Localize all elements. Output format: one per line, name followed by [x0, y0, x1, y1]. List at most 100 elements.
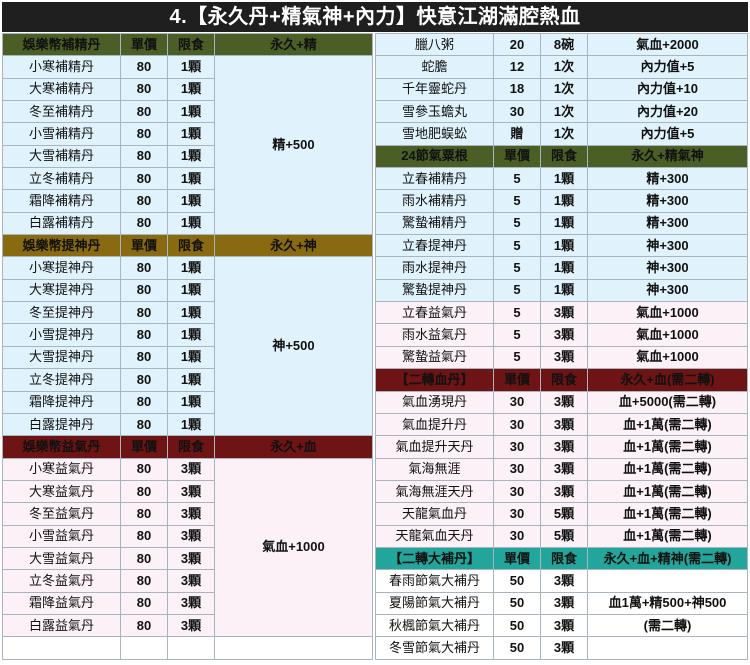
item-price: 80: [120, 479, 168, 504]
item-limit: 3顆: [167, 524, 215, 548]
item-price: 80: [120, 256, 168, 280]
item-limit: 1顆: [167, 412, 215, 437]
item-limit: 1顆: [167, 55, 215, 79]
item-price: 50: [493, 636, 541, 660]
item-name: 臘八粥: [375, 32, 494, 57]
item-name: 大寒提神丹: [2, 278, 121, 303]
item-price: 5: [493, 256, 541, 280]
shen-effect: 神+500: [214, 256, 373, 437]
item-name: 小寒益氣丹: [2, 457, 121, 481]
item-effect: 精+300: [587, 167, 748, 191]
item-price: 30: [493, 457, 541, 481]
item-price: 50: [493, 591, 541, 615]
item-price: 30: [493, 502, 541, 526]
item-limit: 1顆: [167, 122, 215, 146]
header-limit: 限食: [167, 32, 215, 57]
table-row: 冬至提神丹 80 1顆: [2, 301, 373, 325]
empty-cell: [587, 569, 748, 593]
item-limit: 1顆: [540, 234, 588, 258]
qi-header-row: 娛樂幣益氣丹 單價 限食 永久+血: [2, 435, 373, 459]
item-name: 冬至提神丹: [2, 301, 121, 325]
header-item: 【二轉大補丹】: [375, 546, 494, 571]
item-name: 氣海無涯天丹: [375, 479, 494, 504]
item-limit: 1顆: [167, 345, 215, 370]
table-row: 霜降提神丹 80 1顆: [2, 390, 373, 414]
table-row: 霜降益氣丹 80 3顆: [2, 591, 373, 615]
item-name: 驚蟄益氣丹: [375, 345, 494, 370]
item-effect: 氣血+1000: [587, 301, 748, 325]
item-name: 立冬補精丹: [2, 167, 121, 191]
item-limit: 3顆: [540, 569, 588, 593]
item-name: 雨水補精丹: [375, 189, 494, 213]
item-limit: 1顆: [167, 144, 215, 169]
table-row: 大寒補精丹 80 1顆: [2, 77, 373, 102]
item-name: 驚蟄提神丹: [375, 278, 494, 303]
item-price: 5: [493, 189, 541, 213]
table-row: 小寒補精丹 80 1顆 精+500: [2, 55, 373, 236]
header-effect: 永久+血: [214, 435, 373, 459]
item-name: 小寒提神丹: [2, 256, 121, 280]
table-row: 天龍氣血丹 30 5顆 血+1萬(需二轉): [375, 502, 748, 526]
item-effect: 內力值+20: [587, 100, 748, 124]
table-row: 氣血提升天丹 30 3顆 血+1萬(需二轉): [375, 435, 748, 459]
empty-cell: [120, 636, 168, 660]
header-limit: 限食: [540, 368, 588, 392]
item-limit: 1顆: [167, 256, 215, 280]
item-name: 大雪益氣丹: [2, 546, 121, 571]
item-price: 80: [120, 412, 168, 437]
item-name: 春雨節氣大補丹: [375, 569, 494, 593]
item-limit: 1顆: [167, 390, 215, 414]
item-name: 冬至益氣丹: [2, 502, 121, 526]
header-effect: 永久+神: [214, 234, 373, 258]
table-row: 驚蟄提神丹 5 1顆 神+300: [375, 278, 748, 303]
item-price: 50: [493, 613, 541, 638]
header-item: 娛樂幣益氣丹: [2, 435, 121, 459]
header-effect: 永久+精氣神: [587, 144, 748, 169]
table-row: 天龍氣血天丹 30 5顆 血+1萬(需二轉): [375, 524, 748, 548]
item-limit: 3顆: [540, 636, 588, 660]
item-name: 小雪補精丹: [2, 122, 121, 146]
item-effect: 血+1萬(需二轉): [587, 502, 748, 526]
item-limit: 1顆: [167, 77, 215, 102]
item-price: 80: [120, 524, 168, 548]
table-row: 小寒益氣丹 80 3顆 氣血+1000: [2, 457, 373, 638]
qi-effect: 氣血+1000: [214, 457, 373, 638]
item-name: 冬雪節氣大補丹: [375, 636, 494, 660]
item-effect: 血+1萬(需二轉): [587, 412, 748, 437]
table-row: 白露提神丹 80 1顆: [2, 412, 373, 437]
item-price: 80: [120, 569, 168, 593]
table-row: 雪地肥蜈蚣 贈 1次 內力值+5: [375, 122, 748, 146]
table-row: 冬至補精丹 80 1顆: [2, 100, 373, 124]
item-price: 5: [493, 211, 541, 236]
item-limit: 3顆: [540, 412, 588, 437]
header-price: 單價: [493, 546, 541, 571]
table-row: 氣海無涯 30 3顆 血+1萬(需二轉): [375, 457, 748, 481]
item-limit: 3顆: [540, 323, 588, 347]
empty-row: [2, 636, 373, 660]
item-limit: 1次: [540, 77, 588, 102]
item-effect: 血+1萬(需二轉): [587, 524, 748, 548]
item-limit: 3顆: [540, 435, 588, 459]
jing-header-row: 娛樂幣補精丹 單價 限食 永久+精: [2, 32, 373, 57]
item-limit: 3顆: [540, 479, 588, 504]
header-price: 單價: [493, 144, 541, 169]
erzhuan-xue-header-row: 【二轉血丹】 單價 限食 永久+血(需二轉): [375, 368, 748, 392]
item-limit: 1顆: [167, 368, 215, 392]
item-name: 小雪益氣丹: [2, 524, 121, 548]
item-limit: 3顆: [540, 390, 588, 414]
item-price: 80: [120, 345, 168, 370]
table-row: 臘八粥 20 8碗 氣血+2000: [375, 32, 748, 57]
table-row: 白露補精丹 80 1顆: [2, 211, 373, 236]
item-name: 大寒益氣丹: [2, 479, 121, 504]
item-effect: 精+300: [587, 189, 748, 213]
item-name: 大雪提神丹: [2, 345, 121, 370]
empty-cell: [214, 636, 373, 660]
item-limit: 3顆: [540, 345, 588, 370]
item-effect: 氣血+2000: [587, 32, 748, 57]
erzhuan-da-header-row: 【二轉大補丹】 單價 限食 永久+血+精神(需二轉): [375, 546, 748, 571]
item-name: 霜降益氣丹: [2, 591, 121, 615]
item-limit: 3顆: [167, 457, 215, 481]
item-name: 雨水益氣丹: [375, 323, 494, 347]
table-row: 氣海無涯天丹 30 3顆 血+1萬(需二轉): [375, 479, 748, 504]
table-row: 千年靈蛇丹 18 1次 內力值+10: [375, 77, 748, 102]
